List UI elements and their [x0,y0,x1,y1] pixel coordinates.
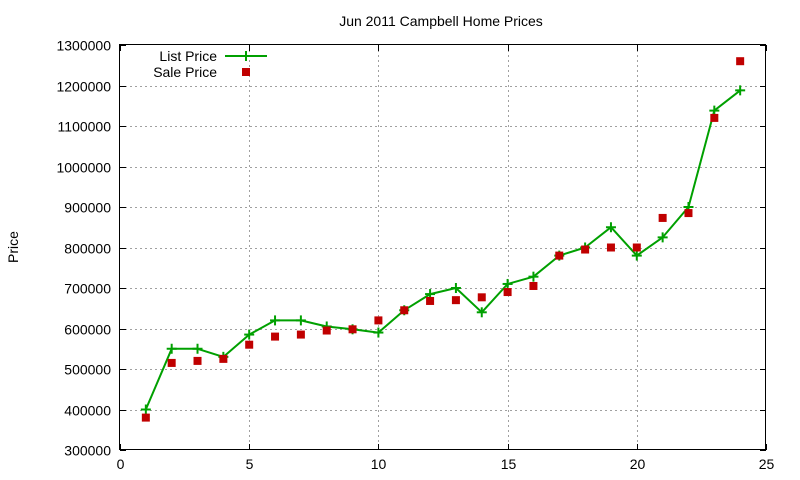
list-price-point [502,278,513,289]
sale-price-point [400,306,409,315]
sale-price-point [193,356,202,365]
legend-label-sale-price: Sale Price [153,64,217,80]
sale-price-point [606,243,615,252]
y-tick-label: 400000 [64,403,111,419]
list-price-point [657,232,668,243]
y-tick-label: 700000 [64,281,111,297]
x-tick-label: 10 [371,456,387,472]
y-tick-label: 1100000 [58,119,112,135]
sale-price-point [658,213,667,222]
sale-price-point [477,293,486,302]
sale-price-point [632,243,641,252]
y-tick-label: 800000 [64,241,111,257]
x-tick-label: 0 [117,456,125,472]
y-tick-label: 1000000 [56,160,111,176]
list-price-point [476,307,487,318]
sale-price-point [141,413,150,422]
legend: List Price Sale Price [153,48,267,80]
y-tick-label: 900000 [64,200,111,216]
list-price-point [631,250,642,261]
sale-price-point [555,251,564,260]
sale-price-point [736,57,745,66]
legend-label-list-price: List Price [159,48,217,64]
sale-price-point [581,245,590,254]
x-tick-label: 15 [501,456,517,472]
legend-swatches [225,51,267,76]
sale-price-point [529,281,538,290]
y-tick-label: 500000 [64,362,111,378]
y-axis-title: Price [5,231,21,263]
list-price-point [270,315,281,326]
sale-price-point [710,113,719,122]
sale-price-point [245,340,254,349]
list-price-point [140,404,151,415]
legend-swatch-sale-price-marker [242,68,250,76]
list-price-point [373,327,384,338]
plot-frame [119,44,766,450]
list-price-point [295,315,306,326]
sale-price-point [271,332,280,341]
list-price-point [192,343,203,354]
x-tick-label: 20 [630,456,646,472]
sale-price-point [322,326,331,335]
list-price-point [166,343,177,354]
y-tick-label: 300000 [64,443,111,459]
sale-price-point [684,209,693,218]
sale-price-point [426,296,435,305]
list-price-point [244,329,255,340]
x-tick-label: 25 [759,456,775,472]
sale-price-point [296,330,305,339]
sale-price-point [451,296,460,305]
sale-price-point [348,325,357,334]
list-price-point [735,85,746,96]
list-price-line [144,89,741,410]
list-price-point [605,222,616,233]
chart-title: Jun 2011 Campbell Home Prices [339,13,543,29]
tick-layer: 0 5 10 15 20 25 300000 400000 500000 600000 700000… [56,38,774,473]
list-price-point [450,283,461,293]
sale-price-point [374,316,383,325]
sale-price-point [219,354,228,363]
sale-price-point [167,358,176,367]
grid-layer [120,45,766,450]
x-tick-label: 5 [246,456,254,472]
sale-price-point [503,288,512,297]
series-layer [140,57,746,422]
y-tick-label: 600000 [64,322,111,338]
list-price-point [528,271,539,282]
y-tick-label: 1300000 [56,38,111,54]
legend-swatch-list-price-marker [241,51,251,61]
y-tick-label: 1200000 [56,79,111,95]
